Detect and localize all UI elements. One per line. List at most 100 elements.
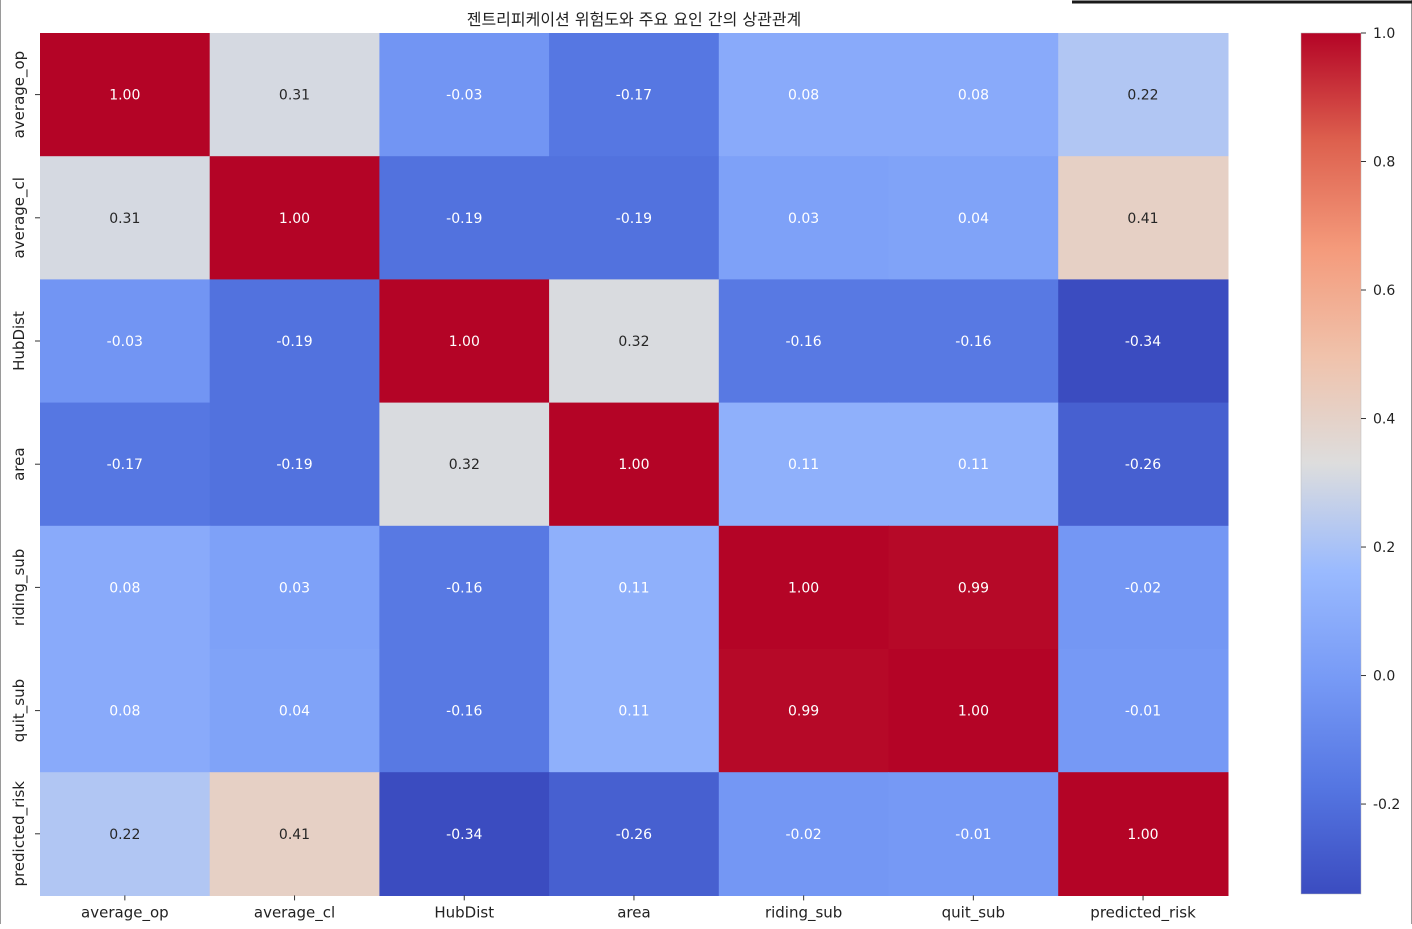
- colorbar-tick-label: 0.0: [1373, 669, 1395, 685]
- cell-label-quit_sub-average_op: 0.08: [109, 704, 140, 720]
- cell-label-quit_sub-HubDist: -0.16: [446, 704, 482, 720]
- heatmap-cell-average_cl-riding_sub: [718, 156, 890, 280]
- x-tick-label-riding_sub: riding_sub: [765, 903, 842, 922]
- cell-label-predicted_risk-riding_sub: -0.02: [785, 827, 821, 843]
- cell-label-riding_sub-riding_sub: 1.00: [788, 580, 819, 596]
- cell-label-predicted_risk-HubDist: -0.34: [446, 827, 482, 843]
- heatmap-cell-average_op-quit_sub: [888, 33, 1059, 157]
- heatmap-cell-quit_sub-riding_sub: [718, 649, 890, 773]
- cell-label-area-area: 1.00: [618, 457, 649, 473]
- colorbar-tick-label: 0.2: [1373, 540, 1395, 556]
- heatmap-cell-riding_sub-HubDist: [379, 525, 550, 650]
- heatmap-cell-riding_sub-average_cl: [209, 525, 380, 650]
- x-tick-label-area: area: [617, 903, 650, 921]
- x-tick-label-predicted_risk: predicted_risk: [1090, 903, 1196, 922]
- heatmap-cell-area-quit_sub: [888, 402, 1059, 527]
- cell-label-HubDist-riding_sub: -0.16: [785, 334, 821, 350]
- cell-label-area-HubDist: 0.32: [449, 457, 480, 473]
- heatmap-cell-average_op-area: [549, 33, 720, 157]
- cell-label-riding_sub-predicted_risk: -0.02: [1125, 580, 1161, 596]
- colorbar-tick-label: 0.4: [1373, 412, 1395, 428]
- y-axis-ticks: average_op average_cl HubDist area riding_su…: [10, 51, 40, 887]
- colorbar-tick-label: 0.8: [1373, 155, 1395, 171]
- cell-annotations: 1.00 0.31 -0.03 -0.17 0.08 0.08 0.22 0.31 1.00 -0…: [107, 88, 1162, 843]
- heatmap-cell-quit_sub-average_cl: [209, 649, 380, 773]
- cell-label-average_cl-riding_sub: 0.03: [788, 211, 819, 227]
- cell-label-riding_sub-average_cl: 0.03: [279, 580, 310, 596]
- cell-label-area-predicted_risk: -0.26: [1125, 457, 1161, 473]
- cell-label-average_cl-quit_sub: 0.04: [958, 211, 989, 227]
- y-tick-label-average_op: average_op: [10, 51, 29, 139]
- heatmap-cell-predicted_risk-predicted_risk: [1058, 772, 1229, 896]
- y-tick-label-predicted_risk: predicted_risk: [10, 781, 29, 887]
- cell-label-quit_sub-predicted_risk: -0.01: [1125, 704, 1161, 720]
- cell-label-area-riding_sub: 0.11: [788, 457, 819, 473]
- heatmap-cell-quit_sub-average_op: [40, 649, 211, 773]
- heatmap-cell-HubDist-area: [549, 279, 720, 404]
- heatmap-cell-HubDist-riding_sub: [718, 279, 890, 404]
- heatmap-cell-predicted_risk-average_cl: [209, 772, 380, 896]
- cell-label-predicted_risk-average_op: 0.22: [109, 827, 140, 843]
- heatmap-cell-quit_sub-predicted_risk: [1058, 649, 1229, 773]
- heatmap-cells: [40, 33, 1229, 896]
- x-tick-label-quit_sub: quit_sub: [942, 903, 1005, 922]
- cell-label-area-average_cl: -0.19: [276, 457, 312, 473]
- heatmap-cell-riding_sub-average_op: [40, 525, 211, 650]
- cell-label-riding_sub-HubDist: -0.16: [446, 580, 482, 596]
- heatmap-cell-average_cl-HubDist: [379, 156, 550, 280]
- x-axis-ticks: average_op average_cl HubDist area riding_su…: [81, 895, 1196, 922]
- x-tick-label-average_op: average_op: [81, 903, 169, 922]
- cell-label-riding_sub-quit_sub: 0.99: [958, 580, 989, 596]
- cell-label-quit_sub-average_cl: 0.04: [279, 704, 310, 720]
- cell-label-HubDist-predicted_risk: -0.34: [1125, 334, 1161, 350]
- y-tick-label-quit_sub: quit_sub: [10, 679, 29, 742]
- heatmap-cell-average_cl-average_cl: [209, 156, 380, 280]
- cell-label-average_op-predicted_risk: 0.22: [1127, 88, 1158, 104]
- heatmap-cell-predicted_risk-HubDist: [379, 772, 550, 896]
- x-tick-label-average_cl: average_cl: [254, 903, 335, 922]
- cell-label-average_op-quit_sub: 0.08: [958, 88, 989, 104]
- heatmap-cell-riding_sub-quit_sub: [888, 525, 1059, 650]
- heatmap-cell-riding_sub-riding_sub: [718, 525, 890, 650]
- cell-label-average_cl-area: -0.19: [616, 211, 652, 227]
- heatmap-cell-HubDist-average_op: [40, 279, 211, 404]
- y-tick-label-HubDist: HubDist: [10, 311, 28, 371]
- cell-label-HubDist-average_op: -0.03: [107, 334, 143, 350]
- cell-label-average_cl-HubDist: -0.19: [446, 211, 482, 227]
- x-tick-label-HubDist: HubDist: [434, 903, 494, 921]
- heatmap-cell-average_cl-area: [549, 156, 720, 280]
- cell-label-average_op-HubDist: -0.03: [446, 88, 482, 104]
- cell-label-average_op-average_op: 1.00: [109, 88, 140, 104]
- heatmap-cell-area-average_cl: [209, 402, 380, 527]
- cell-label-riding_sub-average_op: 0.08: [109, 580, 140, 596]
- heatmap-cell-average_cl-average_op: [40, 156, 211, 280]
- heatmap-cell-average_op-HubDist: [379, 33, 550, 157]
- heatmap-cell-quit_sub-HubDist: [379, 649, 550, 773]
- chart-title: 젠트리피케이션 위험도와 주요 요인 간의 상관관계: [467, 10, 802, 29]
- colorbar-tick-label: 0.6: [1373, 283, 1395, 299]
- heatmap-cell-area-average_op: [40, 402, 211, 527]
- heatmap-cell-HubDist-predicted_risk: [1058, 279, 1229, 404]
- heatmap-cell-area-predicted_risk: [1058, 402, 1229, 527]
- y-tick-label-riding_sub: riding_sub: [10, 549, 29, 626]
- heatmap-cell-average_cl-predicted_risk: [1058, 156, 1229, 280]
- cell-label-predicted_risk-average_cl: 0.41: [279, 827, 310, 843]
- cell-label-average_op-average_cl: 0.31: [279, 88, 310, 104]
- heatmap-cell-riding_sub-area: [549, 525, 720, 650]
- colorbar-gradient: [1300, 32, 1362, 895]
- cell-label-quit_sub-area: 0.11: [618, 704, 649, 720]
- heatmap-cell-area-HubDist: [379, 402, 550, 527]
- cell-label-predicted_risk-quit_sub: -0.01: [955, 827, 991, 843]
- colorbar: 1.0 0.8 0.6 0.4 0.2 0.0 -0.2: [1300, 26, 1400, 895]
- heatmap-cell-average_op-predicted_risk: [1058, 33, 1229, 157]
- cell-label-average_op-area: -0.17: [616, 88, 652, 104]
- cell-label-average_cl-average_op: 0.31: [109, 211, 140, 227]
- cell-label-average_cl-predicted_risk: 0.41: [1127, 211, 1158, 227]
- cell-label-predicted_risk-area: -0.26: [616, 827, 652, 843]
- heatmap-cell-predicted_risk-quit_sub: [888, 772, 1059, 896]
- cell-label-average_op-riding_sub: 0.08: [788, 88, 819, 104]
- colorbar-tick-label: -0.2: [1373, 797, 1400, 813]
- heatmap-cell-predicted_risk-area: [549, 772, 720, 896]
